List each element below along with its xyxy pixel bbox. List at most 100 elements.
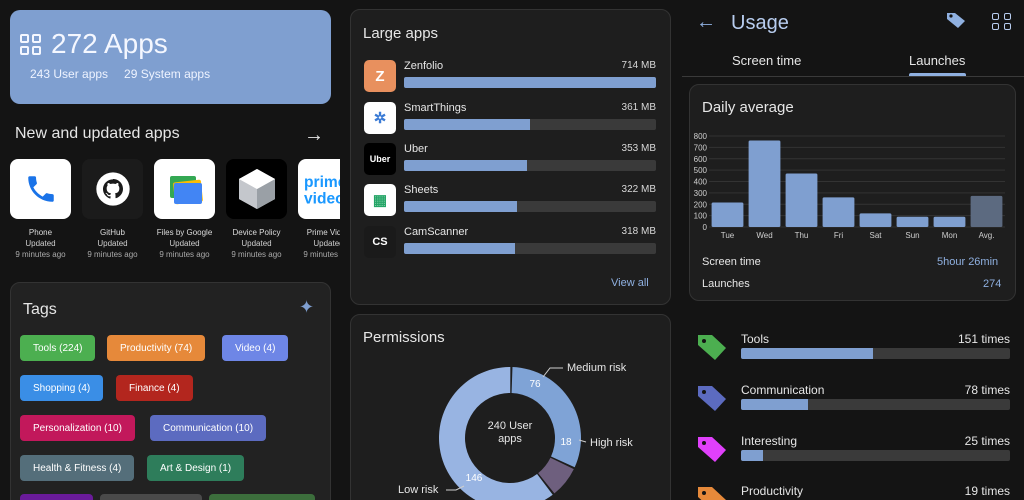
category-row[interactable]: Tools 151 times xyxy=(696,332,1014,372)
apps-grid-icon xyxy=(20,33,41,55)
app-time: 9 minutes ago xyxy=(303,250,340,259)
tag-chip-health-fitness[interactable]: Health & Fitness (4) xyxy=(20,455,135,481)
daily-launches-chart: 0 100 200 300 400 500 600 700 800 Tue Wed Thu Fri Sat… xyxy=(694,132,1005,240)
tag-chip-partial[interactable] xyxy=(100,494,202,500)
new-app-device-policy[interactable]: Device Policy Updated 9 minutes ago xyxy=(226,159,287,264)
tag-chip-partial[interactable] xyxy=(209,494,315,500)
new-app-files-by-google[interactable]: Files by Google Updated 9 minutes ago xyxy=(154,159,215,264)
donut-value-high: 18 xyxy=(560,437,572,448)
y-tick-label: 200 xyxy=(694,200,708,209)
tag-chip-productivity[interactable]: Productivity (74) xyxy=(107,335,206,361)
large-app-name: SmartThings xyxy=(404,102,467,114)
interesting-tag-icon xyxy=(698,437,726,462)
large-app-bar-fill xyxy=(404,201,518,212)
tag-icon[interactable] xyxy=(946,11,966,34)
system-apps-count: 29 System apps xyxy=(124,67,211,81)
app-state: Updated xyxy=(97,239,128,248)
new-app-prime-video[interactable]: primevideo Prime Video Updated 9 minutes… xyxy=(298,159,340,264)
sparkle-icon[interactable]: ✦ xyxy=(299,297,315,317)
donut-center-line1: 240 User xyxy=(488,420,533,432)
legend-high-risk: High risk xyxy=(590,437,633,449)
back-arrow-icon[interactable]: ← xyxy=(696,11,716,33)
donut-segment-low[interactable] xyxy=(439,367,553,500)
app-state: Updated xyxy=(25,239,56,248)
app-name: Device Policy xyxy=(232,228,281,237)
tab-screen-time[interactable]: Screen time xyxy=(732,53,802,68)
y-tick-label: 300 xyxy=(694,189,708,198)
category-row[interactable]: Productivity 19 times xyxy=(696,484,1014,500)
communication-tag-icon xyxy=(698,386,726,411)
large-app-row[interactable]: ✲ SmartThings 361 MB xyxy=(364,102,656,135)
app-state: Updated xyxy=(313,239,340,248)
bar-wed[interactable] xyxy=(748,140,781,227)
large-app-name: Sheets xyxy=(404,184,439,196)
category-bar xyxy=(741,399,1010,410)
donut-value-low: 146 xyxy=(466,473,483,484)
tag-chip-art-design[interactable]: Art & Design (1) xyxy=(147,455,245,481)
new-app-phone[interactable]: Phone Updated 9 minutes ago xyxy=(10,159,71,264)
leader-line-medium xyxy=(542,367,563,378)
category-count: 151 times xyxy=(957,332,1010,346)
app-name: Prime Video xyxy=(306,228,340,237)
tab-launches[interactable]: Launches xyxy=(909,53,966,68)
app-time: 9 minutes ago xyxy=(159,250,210,259)
category-row[interactable]: Interesting 25 times xyxy=(696,434,1014,474)
view-all-link[interactable]: View all xyxy=(611,277,649,289)
screen-time-label: Screen time xyxy=(702,256,761,268)
new-app-github[interactable]: GitHub Updated 9 minutes ago xyxy=(82,159,143,264)
x-tick-label: Thu xyxy=(795,231,809,240)
bar-sun[interactable] xyxy=(896,216,929,227)
tag-chip-tools[interactable]: Tools (224) xyxy=(20,335,96,361)
permissions-card xyxy=(350,314,671,500)
large-apps-card xyxy=(350,9,671,305)
bar-thu[interactable] xyxy=(785,173,818,227)
tag-chip-shopping[interactable]: Shopping (4) xyxy=(20,375,104,401)
large-app-size: 318 MB xyxy=(621,226,656,237)
large-app-row[interactable]: CS CamScanner 318 MB xyxy=(364,226,656,259)
svg-text:video: video xyxy=(304,191,340,208)
tag-chip-finance[interactable]: Finance (4) xyxy=(116,375,193,401)
x-tick-label: Sat xyxy=(869,231,882,240)
category-count: 19 times xyxy=(964,484,1010,498)
tag-chip-communication[interactable]: Communication (10) xyxy=(150,415,267,441)
tag-chip-partial[interactable] xyxy=(20,494,93,500)
grid-view-icon[interactable] xyxy=(992,13,1013,30)
large-app-size: 353 MB xyxy=(621,143,656,154)
bar-avg[interactable] xyxy=(970,195,1003,227)
tag-chip-video[interactable]: Video (4) xyxy=(222,335,289,361)
category-name: Interesting xyxy=(741,434,798,448)
bar-tue[interactable] xyxy=(711,202,744,227)
apps-summary-card[interactable] xyxy=(10,10,331,104)
app-name: Files by Google xyxy=(156,228,213,237)
category-row[interactable]: Communication 78 times xyxy=(696,383,1014,423)
large-app-row[interactable]: Z Zenfolio 714 MB xyxy=(364,60,656,93)
y-tick-label: 700 xyxy=(694,143,708,152)
large-app-size: 322 MB xyxy=(621,184,656,195)
bar-mon[interactable] xyxy=(933,216,966,227)
x-tick-label: Avg. xyxy=(979,231,995,240)
arrow-right-icon[interactable]: → xyxy=(304,124,324,146)
tag-chip-personalization[interactable]: Personalization (10) xyxy=(20,415,135,441)
donut-segment-high[interactable] xyxy=(538,457,574,494)
leader-line-low xyxy=(446,485,465,491)
app-time: 9 minutes ago xyxy=(231,250,282,259)
tools-tag-icon xyxy=(698,335,726,360)
large-app-row[interactable]: Uber Uber 353 MB xyxy=(364,143,656,176)
legend-low-risk: Low risk xyxy=(398,484,439,496)
x-tick-label: Sun xyxy=(905,231,919,240)
y-tick-label: 600 xyxy=(694,155,708,164)
large-app-row[interactable]: ▦ Sheets 322 MB xyxy=(364,184,656,217)
bar-fri[interactable] xyxy=(822,197,855,227)
zenfolio-icon: Z xyxy=(364,60,396,92)
y-tick-label: 500 xyxy=(694,166,708,175)
large-app-bar-fill xyxy=(404,77,656,88)
donut-segment-medium[interactable] xyxy=(511,367,581,468)
category-name: Tools xyxy=(741,332,770,346)
category-name: Communication xyxy=(741,383,825,397)
donut-center-line2: apps xyxy=(498,433,522,445)
app-state: Updated xyxy=(241,239,272,248)
phone-app-icon xyxy=(10,159,71,219)
bar-sat[interactable] xyxy=(859,213,892,227)
app-name: GitHub xyxy=(100,228,125,237)
permissions-donut[interactable]: 76 18 146 240 User apps Medium risk High… xyxy=(380,350,670,500)
